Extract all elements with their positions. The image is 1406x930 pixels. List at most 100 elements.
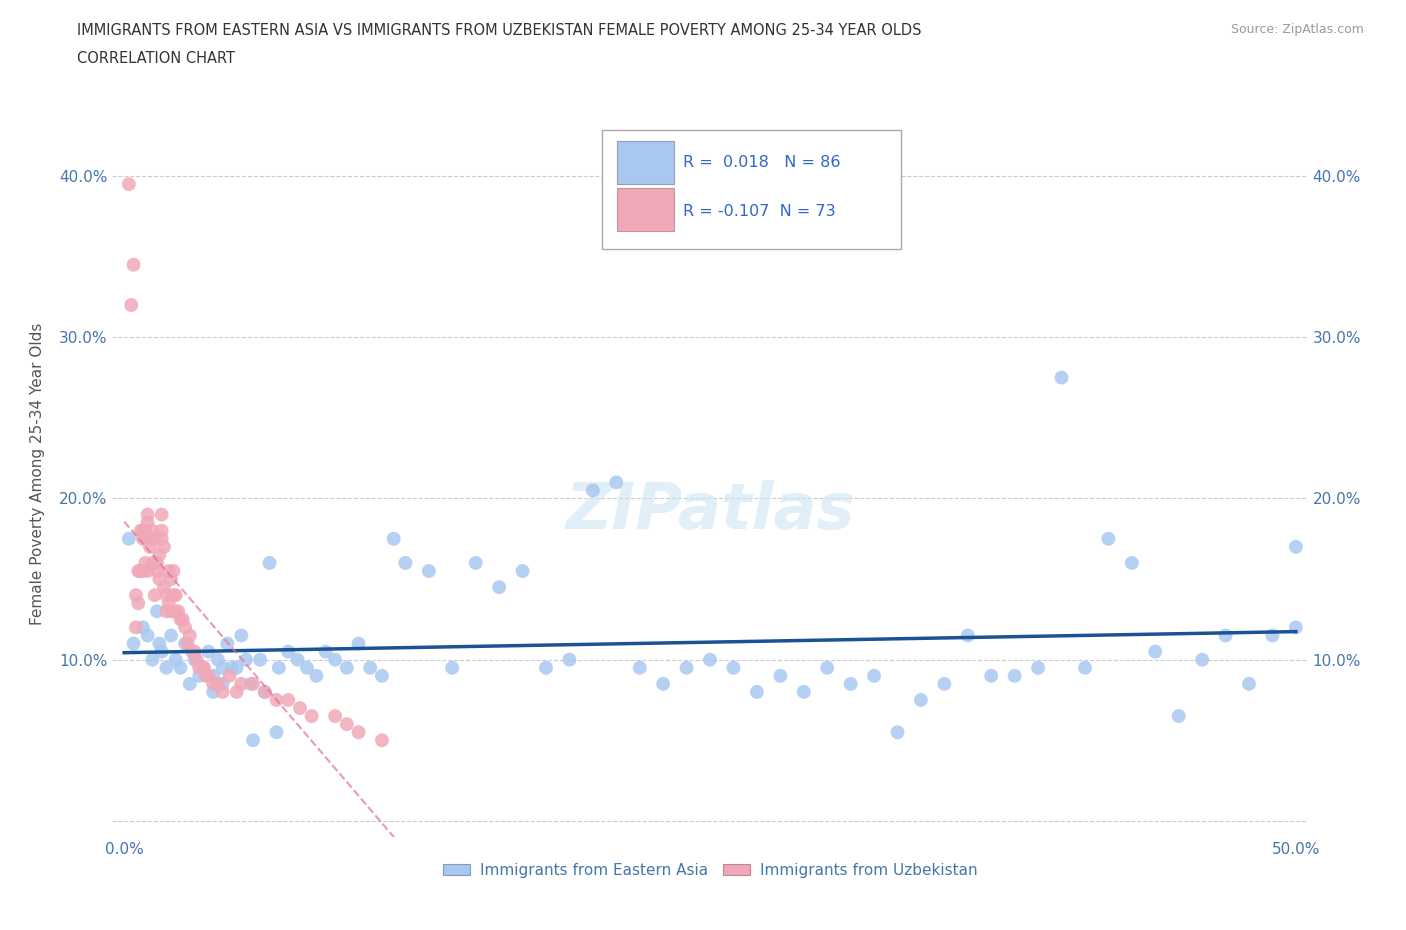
Point: [202, 684, 225, 699]
Point: [202, 669, 225, 684]
FancyBboxPatch shape: [603, 130, 901, 249]
Point: [382, 531, 405, 546]
Point: [134, 555, 156, 570]
Point: [129, 524, 152, 538]
Point: [1097, 531, 1119, 546]
Point: [1050, 370, 1073, 385]
Point: [195, 669, 218, 684]
Point: [288, 700, 311, 715]
Point: [863, 669, 886, 684]
Point: [181, 644, 204, 659]
Point: [512, 564, 534, 578]
Point: [218, 669, 240, 684]
Point: [127, 596, 149, 611]
Point: [534, 660, 557, 675]
Point: [1121, 555, 1143, 570]
Point: [221, 660, 243, 675]
Point: [1167, 709, 1189, 724]
Point: [122, 636, 145, 651]
Point: [558, 652, 581, 667]
Point: [186, 652, 208, 667]
Text: ZIPatlas: ZIPatlas: [565, 480, 855, 541]
Point: [132, 620, 155, 635]
Point: [394, 555, 416, 570]
Point: [153, 539, 176, 554]
Point: [769, 669, 792, 684]
Point: [910, 693, 932, 708]
Point: [183, 652, 205, 667]
Point: [141, 652, 163, 667]
Point: [347, 636, 370, 651]
Point: [150, 531, 173, 546]
Point: [211, 660, 233, 675]
Point: [242, 733, 264, 748]
Point: [179, 628, 201, 643]
Point: [225, 660, 247, 675]
Point: [160, 628, 183, 643]
Point: [150, 524, 173, 538]
Point: [155, 660, 177, 675]
Point: [1144, 644, 1167, 659]
Point: [793, 684, 815, 699]
Point: [605, 475, 627, 490]
Point: [277, 644, 299, 659]
Point: [839, 676, 862, 691]
Point: [162, 564, 184, 578]
Point: [148, 572, 170, 587]
Point: [441, 660, 464, 675]
Point: [143, 588, 166, 603]
Point: [323, 709, 346, 724]
Point: [179, 676, 201, 691]
Point: [301, 709, 323, 724]
Point: [146, 604, 169, 618]
Point: [132, 524, 155, 538]
Y-axis label: Female Poverty Among 25-34 Year Olds: Female Poverty Among 25-34 Year Olds: [31, 323, 45, 626]
Point: [266, 724, 288, 739]
Point: [136, 564, 159, 578]
Point: [197, 644, 219, 659]
Point: [980, 669, 1002, 684]
Point: [1191, 652, 1213, 667]
Point: [266, 693, 288, 708]
Point: [217, 636, 239, 651]
Point: [202, 676, 225, 691]
Point: [675, 660, 697, 675]
Point: [628, 660, 651, 675]
Point: [141, 531, 163, 546]
Point: [371, 669, 394, 684]
Point: [146, 555, 169, 570]
Point: [235, 652, 257, 667]
Point: [134, 524, 156, 538]
Point: [315, 644, 337, 659]
Point: [418, 564, 440, 578]
Point: [148, 636, 170, 651]
Point: [125, 620, 148, 635]
Point: [886, 724, 908, 739]
Point: [188, 660, 211, 675]
Point: [207, 652, 229, 667]
Point: [120, 298, 142, 312]
Point: [165, 604, 187, 618]
Point: [582, 483, 605, 498]
Point: [155, 588, 177, 603]
Point: [176, 636, 198, 651]
Point: [136, 515, 159, 530]
Point: [336, 717, 359, 732]
Legend: Immigrants from Eastern Asia, Immigrants from Uzbekistan: Immigrants from Eastern Asia, Immigrants…: [437, 857, 983, 884]
Point: [157, 596, 180, 611]
Text: Source: ZipAtlas.com: Source: ZipAtlas.com: [1230, 23, 1364, 36]
Point: [169, 612, 191, 627]
Point: [146, 564, 169, 578]
Point: [242, 676, 264, 691]
Point: [253, 684, 276, 699]
Point: [165, 652, 187, 667]
Point: [211, 684, 233, 699]
Point: [295, 660, 318, 675]
Point: [125, 588, 148, 603]
Point: [323, 652, 346, 667]
Point: [157, 564, 180, 578]
Point: [141, 555, 163, 570]
Point: [211, 676, 233, 691]
Point: [815, 660, 838, 675]
Point: [150, 507, 173, 522]
